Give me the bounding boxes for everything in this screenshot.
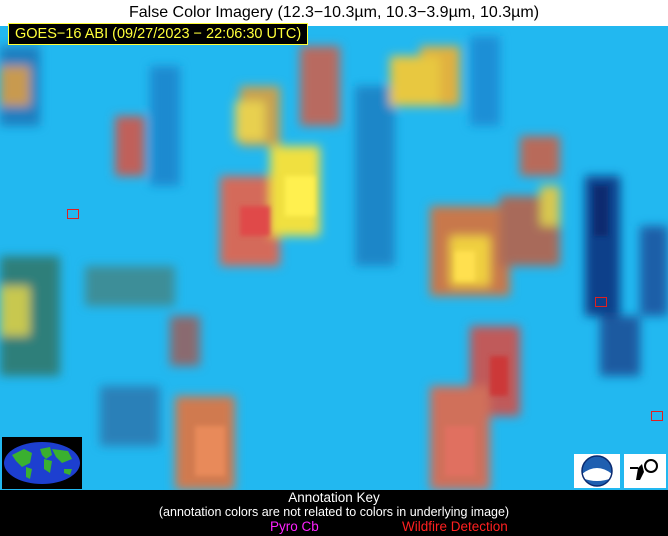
cloud-detail — [195, 176, 608, 476]
imagery-canvas — [0, 26, 668, 490]
noaa-logo — [574, 454, 620, 488]
globe-icon — [2, 437, 82, 489]
annotation-key-title: Annotation Key — [288, 490, 380, 505]
wildfire-detection-marker — [595, 297, 607, 307]
wildfire-detection-legend: Wildfire Detection — [402, 519, 508, 534]
image-title: False Color Imagery (12.3−10.3µm, 10.3−3… — [0, 0, 668, 26]
annotation-key-subtitle: (annotation colors are not related to co… — [158, 505, 510, 519]
satellite-imagery — [0, 26, 668, 490]
wildfire-detection-marker — [651, 411, 663, 421]
pyro-cb-legend: Pyro Cb — [270, 519, 319, 534]
wildfire-detection-marker — [67, 209, 79, 219]
satellite-timestamp-label: GOES−16 ABI (09/27/2023 − 22:06:30 UTC) — [8, 23, 309, 45]
annotation-key: Annotation Key (annotation colors are no… — [0, 490, 668, 536]
cimss-logo — [624, 454, 666, 488]
